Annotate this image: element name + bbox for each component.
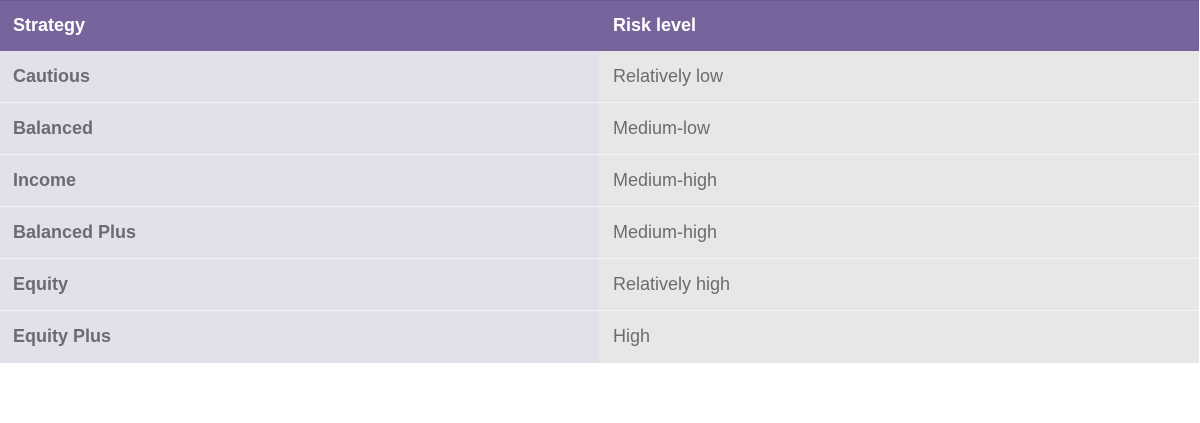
header-risk-level: Risk level (599, 0, 1199, 51)
strategy-cell: Balanced (0, 102, 599, 155)
risk-level-cell: Medium-low (599, 102, 1199, 155)
risk-level-cell: Medium-high (599, 206, 1199, 259)
risk-level-cell: Medium-high (599, 154, 1199, 207)
table-row: Balanced Medium-low (0, 102, 1199, 155)
table-row: Income Medium-high (0, 154, 1199, 207)
table-row: Cautious Relatively low (0, 50, 1199, 103)
strategy-cell: Equity Plus (0, 310, 599, 363)
strategy-cell: Equity (0, 258, 599, 311)
table-row: Equity Relatively high (0, 258, 1199, 311)
table-row: Equity Plus High (0, 310, 1199, 363)
table-row: Balanced Plus Medium-high (0, 206, 1199, 259)
risk-level-table: Strategy Risk level Cautious Relatively … (0, 0, 1199, 363)
header-row: Strategy Risk level (0, 0, 1199, 51)
table-header: Strategy Risk level (0, 0, 1199, 51)
table-body: Cautious Relatively low Balanced Medium-… (0, 50, 1199, 363)
header-strategy: Strategy (0, 0, 599, 51)
strategy-cell: Cautious (0, 50, 599, 103)
risk-level-cell: High (599, 310, 1199, 363)
strategy-cell: Income (0, 154, 599, 207)
risk-level-cell: Relatively high (599, 258, 1199, 311)
risk-level-cell: Relatively low (599, 50, 1199, 103)
strategy-cell: Balanced Plus (0, 206, 599, 259)
